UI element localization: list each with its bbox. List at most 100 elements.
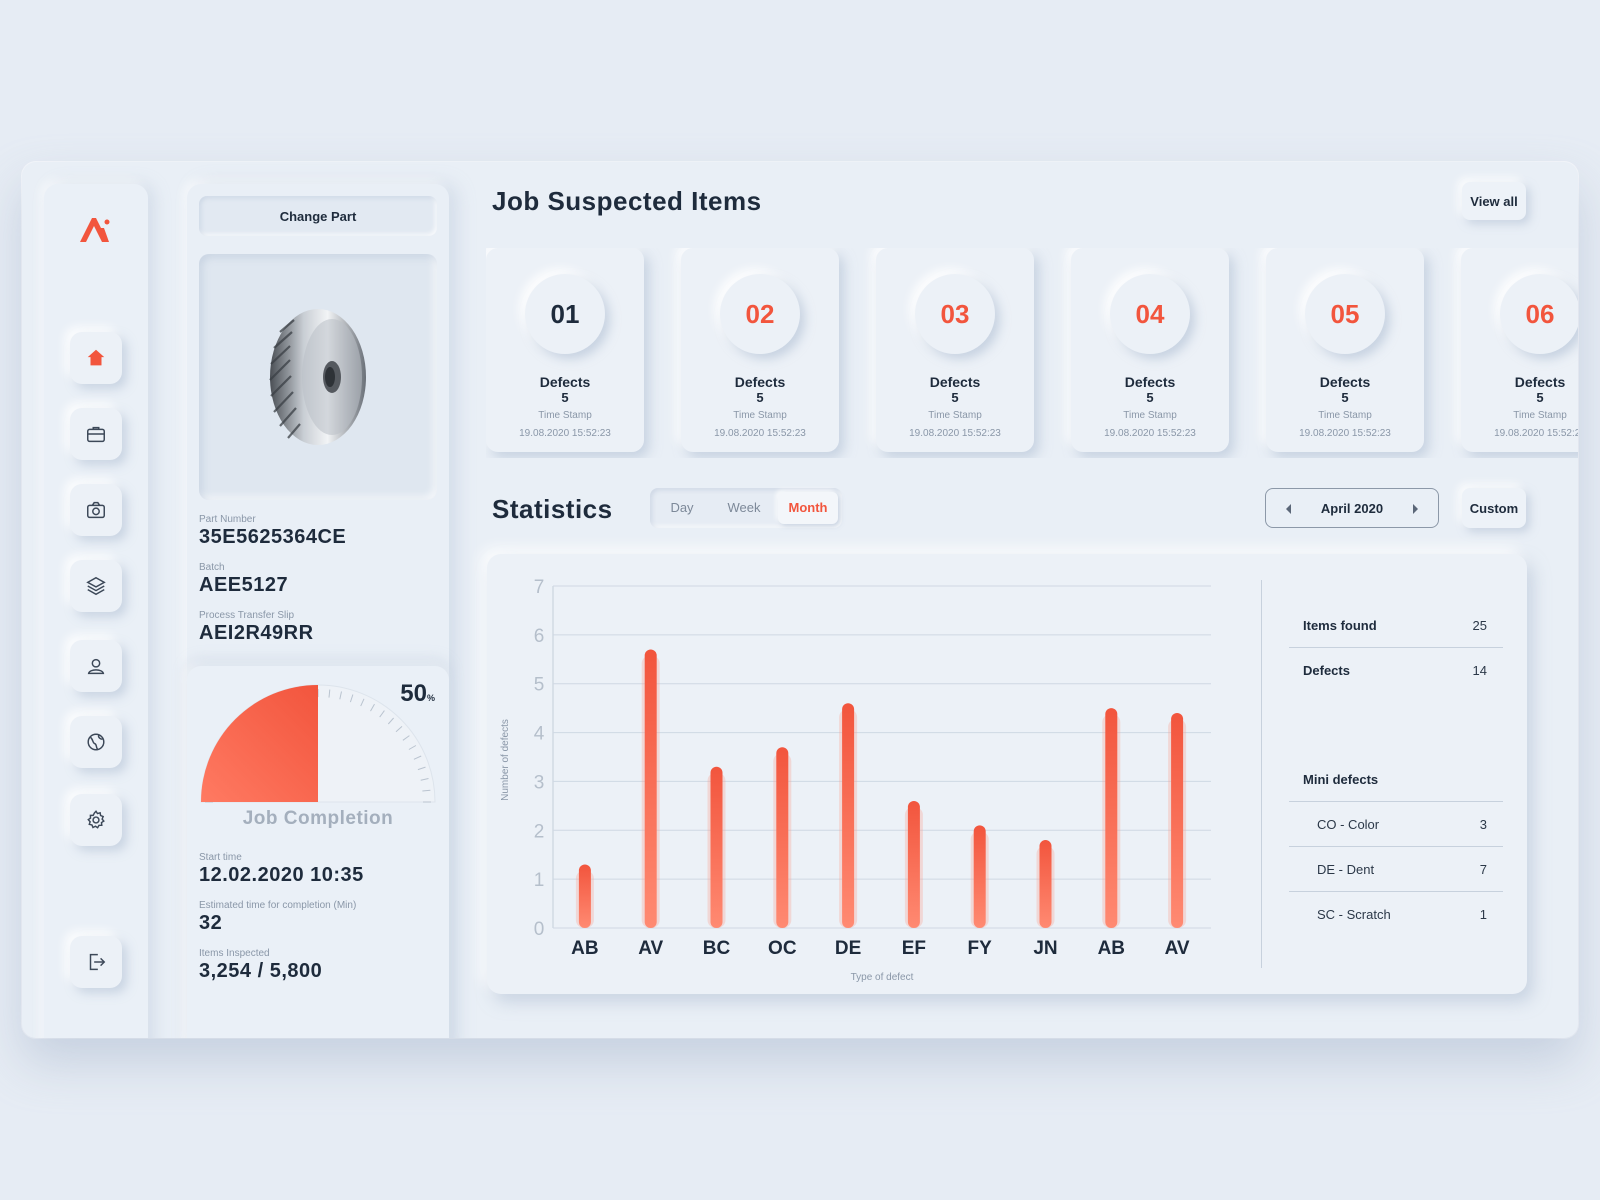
y-tick-label: 2 <box>534 821 545 842</box>
start-time-value: 12.02.2020 10:35 <box>199 864 364 886</box>
prev-month-icon[interactable] <box>1286 504 1291 514</box>
sidebar-item-settings[interactable] <box>70 794 122 846</box>
mini-defect-value: 3 <box>1479 817 1487 832</box>
sidebar <box>44 184 148 1038</box>
items-inspected-value: 3,254 / 5,800 <box>199 960 323 982</box>
tab-month[interactable]: Month <box>778 492 838 524</box>
gauge-tick <box>417 766 426 771</box>
mini-defects-title: Mini defects <box>1303 772 1379 787</box>
item-timestamp: 19.08.2020 15:52:23 <box>714 428 806 439</box>
item-timestamp-label: Time Stamp <box>1123 410 1177 421</box>
item-defects-label: Defects <box>929 374 981 390</box>
gauge-tick <box>339 691 342 700</box>
logout-button[interactable] <box>70 936 122 988</box>
user-icon <box>87 658 105 675</box>
item-defects-count: 5 <box>1341 390 1349 405</box>
items-inspected-label: Items Inspected <box>199 948 270 959</box>
tab-day[interactable]: Day <box>670 500 694 515</box>
app-logo <box>80 218 110 242</box>
suspected-item-card[interactable]: 01 Defects 5 Time Stamp 19.08.2020 15:52… <box>486 248 644 452</box>
suspected-item-card[interactable]: 06 Defects 5 Time Stamp 19.08.2020 15:52… <box>1461 248 1578 452</box>
slip-value: AEI2R49RR <box>199 622 314 644</box>
y-tick-label: 4 <box>534 724 545 745</box>
mini-defect-value: 7 <box>1479 862 1487 877</box>
sidebar-item-layers[interactable] <box>70 560 122 612</box>
x-tick-label: FY <box>968 938 993 959</box>
item-defects-count: 5 <box>951 390 959 405</box>
statistics-title: Statistics <box>492 494 613 524</box>
mini-defect-row: SC - Scratch 1 <box>1289 893 1503 937</box>
stat-defects: Defects 14 <box>1289 649 1503 693</box>
stat-items-found-value: 25 <box>1472 618 1487 633</box>
y-axis-label: Number of defects <box>500 719 511 801</box>
stat-items-found: Items found 25 <box>1289 604 1503 648</box>
stat-defects-label: Defects <box>1303 663 1350 678</box>
month-picker[interactable]: April 2020 <box>1265 488 1439 528</box>
item-timestamp: 19.08.2020 15:52:23 <box>1299 428 1391 439</box>
mini-defects-header: Mini defects <box>1289 758 1503 802</box>
bar-jn-7 <box>1039 840 1052 928</box>
y-tick-label: 3 <box>534 772 545 793</box>
next-month-icon[interactable] <box>1413 504 1418 514</box>
gauge-tick <box>349 694 354 703</box>
change-part-button[interactable]: Change Part <box>199 196 437 236</box>
period-tabs: Day Week Month <box>650 488 842 528</box>
batch-value: AEE5127 <box>199 574 289 596</box>
gauge-tick <box>360 698 365 707</box>
bar-ab-0 <box>578 864 591 928</box>
y-tick-label: 0 <box>534 919 545 940</box>
item-timestamp: 19.08.2020 15:52:23 <box>909 428 1001 439</box>
gauge-tick <box>379 710 385 718</box>
item-defects-count: 5 <box>561 390 569 405</box>
x-tick-label: AV <box>1165 938 1190 959</box>
x-tick-label: OC <box>768 938 797 959</box>
sidebar-item-briefcase[interactable] <box>70 408 122 460</box>
stat-items-found-label: Items found <box>1303 618 1377 633</box>
gear-part-image <box>269 309 366 445</box>
sidebar-item-camera[interactable] <box>70 484 122 536</box>
x-tick-label: JN <box>1033 938 1057 959</box>
suspected-item-card[interactable]: 03 Defects 5 Time Stamp 19.08.2020 15:52… <box>876 248 1034 452</box>
item-defects-label: Defects <box>1514 374 1566 390</box>
item-defects-label: Defects <box>1319 374 1371 390</box>
part-number-label: Part Number <box>199 514 256 525</box>
y-tick-label: 1 <box>534 870 545 891</box>
item-defects-count: 5 <box>756 390 764 405</box>
item-number: 04 <box>1110 274 1190 354</box>
sidebar-item-globe[interactable] <box>70 716 122 768</box>
gauge-tick <box>402 735 410 741</box>
stat-defects-value: 14 <box>1472 663 1487 678</box>
completion-percent-value: 50 <box>400 680 427 707</box>
item-number: 01 <box>525 274 605 354</box>
suspected-item-card[interactable]: 02 Defects 5 Time Stamp 19.08.2020 15:52… <box>681 248 839 452</box>
bar-bc-2 <box>710 766 723 928</box>
dashboard-window: Change Part <box>22 162 1578 1038</box>
suspected-title: Job Suspected Items <box>492 186 762 216</box>
bar-av-1 <box>644 649 657 928</box>
layers-icon <box>86 576 106 596</box>
x-tick-label: AB <box>1098 938 1125 959</box>
gauge-tick <box>422 789 431 792</box>
mini-defect-label: SC - Scratch <box>1317 907 1391 922</box>
logout-icon <box>89 953 106 971</box>
gauge-tick <box>395 726 403 733</box>
custom-range-button[interactable]: Custom <box>1462 488 1526 528</box>
view-all-button[interactable]: View all <box>1462 182 1526 220</box>
mini-defect-row: CO - Color 3 <box>1289 803 1503 847</box>
sidebar-item-user[interactable] <box>70 640 122 692</box>
estimated-time-label: Estimated time for completion (Min) <box>199 900 357 911</box>
suspected-item-card[interactable]: 05 Defects 5 Time Stamp 19.08.2020 15:52… <box>1266 248 1424 452</box>
gauge-tick <box>387 717 394 725</box>
batch-label: Batch <box>199 562 225 573</box>
month-label: April 2020 <box>1320 501 1384 516</box>
sidebar-item-home[interactable] <box>70 332 122 384</box>
bar-av-9 <box>1171 713 1184 928</box>
mini-defect-value: 1 <box>1479 907 1487 922</box>
suspected-item-card[interactable]: 04 Defects 5 Time Stamp 19.08.2020 15:52… <box>1071 248 1229 452</box>
estimated-time-value: 32 <box>199 912 223 934</box>
part-panel: Change Part <box>187 184 449 1038</box>
tab-week[interactable]: Week <box>727 500 761 515</box>
item-timestamp-label: Time Stamp <box>733 410 787 421</box>
y-tick-label: 6 <box>534 626 545 647</box>
gauge-tick <box>420 778 429 781</box>
